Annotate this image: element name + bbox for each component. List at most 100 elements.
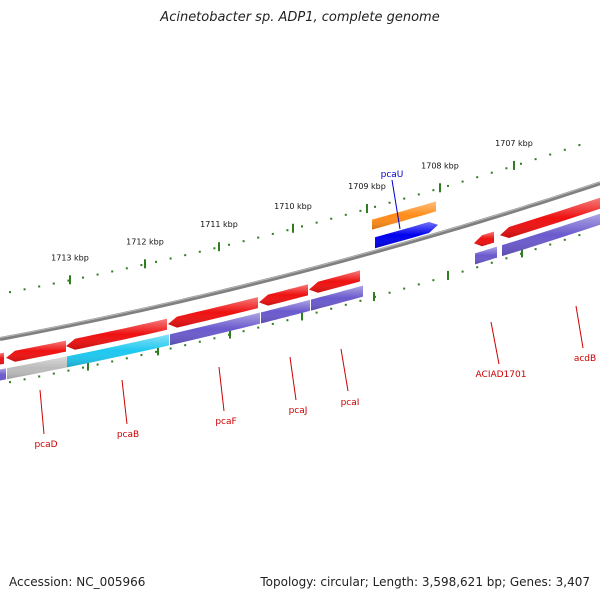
- ruler-top: [9, 144, 581, 294]
- label-pcaB: pcaB: [117, 430, 139, 440]
- ruler-top-minor-tick: [111, 270, 114, 273]
- ruler-top-minor-tick: [213, 247, 216, 250]
- ruler-top-minor-tick: [67, 279, 70, 282]
- gene-acdB-shading: [500, 197, 600, 238]
- ruler-top-minor-tick: [490, 171, 493, 174]
- ruler-bottom-minor-tick: [184, 344, 187, 347]
- ruler-top-minor-tick: [417, 193, 420, 196]
- accession-text: Accession: NC_005966: [9, 575, 146, 589]
- ruler-bottom-minor-tick: [388, 291, 391, 294]
- ruler-top-minor-tick: [359, 209, 362, 212]
- ruler-top-major-tick: [144, 259, 146, 269]
- ruler-bottom-minor-tick: [82, 366, 84, 369]
- label-pcaI: pcaI: [341, 398, 360, 408]
- ruler-label: 1713 kbp: [51, 253, 89, 262]
- leader-pcaU: [391, 179, 401, 230]
- ruler-top-minor-tick: [271, 232, 274, 235]
- ruler-bottom-minor-tick: [534, 248, 537, 251]
- ruler-bottom-minor-tick: [315, 311, 318, 314]
- ruler-top-minor-tick: [344, 213, 347, 216]
- ruler-label: 1708 kbp: [421, 161, 459, 170]
- ruler-bottom-minor-tick: [505, 257, 508, 260]
- label-pcaU: pcaU: [381, 170, 404, 180]
- cds-pcaF-shading: [170, 312, 260, 346]
- ruler-top-major-tick: [439, 183, 441, 193]
- leader-pcaD: [39, 389, 45, 435]
- leader-ACIAD1701: [490, 321, 500, 365]
- ruler-top-minor-tick: [330, 217, 333, 220]
- ruler-bottom-minor-tick: [403, 287, 406, 290]
- ruler-top-minor-tick: [169, 257, 172, 260]
- ruler-top-major-tick: [513, 160, 515, 170]
- ruler-top-minor-tick: [461, 180, 464, 183]
- ruler-top-minor-tick: [286, 229, 289, 232]
- ruler-top-major-tick: [69, 275, 71, 285]
- ruler-top-minor-tick: [23, 288, 26, 291]
- ruler-top-minor-tick: [9, 291, 11, 294]
- backbone-highlight: [0, 181, 600, 339]
- ruler-bottom-minor-tick: [417, 283, 420, 286]
- ruler-top-minor-tick: [38, 285, 41, 288]
- label-ACIAD1701: ACIAD1701: [476, 370, 527, 380]
- ruler-top-minor-tick: [505, 167, 508, 170]
- cds-ACIAD1701-shading: [475, 246, 497, 265]
- topology-text: Topology: circular; Length: 3,598,621 bp…: [260, 575, 590, 589]
- leader-pcaJ: [289, 356, 297, 401]
- ruler-top-minor-tick: [242, 240, 245, 243]
- ruler-top-minor-tick: [257, 236, 260, 239]
- cds-pcaD-shading: [0, 368, 6, 381]
- ruler-bottom-minor-tick: [155, 350, 157, 353]
- leader-pcaF: [218, 366, 225, 412]
- ruler-label: 1710 kbp: [274, 202, 312, 211]
- ruler-top-minor-tick: [374, 205, 376, 208]
- ruler-bottom-minor-tick: [344, 303, 347, 306]
- gene-pcaB-shading: [66, 318, 167, 350]
- leader-acdB: [575, 305, 584, 349]
- gene-pcaI-shading: [309, 270, 360, 293]
- feature-track: [0, 197, 600, 381]
- ruler-top-major-tick: [218, 242, 220, 252]
- ruler-bottom-minor-tick: [125, 357, 128, 360]
- ruler-bottom-minor-tick: [549, 243, 552, 246]
- ruler-top-minor-tick: [228, 243, 230, 246]
- cds-pcaD-shading: [7, 356, 67, 380]
- ruler-label: 1711 kbp: [200, 220, 238, 229]
- ruler-bottom-minor-tick: [286, 319, 289, 322]
- ruler-bottom-major-tick: [157, 346, 159, 356]
- gene-ACIAD1701-shading: [474, 231, 494, 247]
- ruler-top-minor-tick: [476, 176, 479, 179]
- ruler-bottom-minor-tick: [461, 270, 464, 273]
- ruler-bottom-major-tick: [373, 292, 375, 302]
- ruler-label: 1712 kbp: [126, 237, 164, 246]
- ruler-bottom-minor-tick: [96, 363, 99, 366]
- cds-pcaJ-shading: [261, 299, 310, 324]
- ruler-bottom-minor-tick: [38, 375, 41, 378]
- ruler-bottom-minor-tick: [140, 354, 143, 357]
- gene-pcaJ-shading: [259, 284, 308, 306]
- cds-pcaB-shading: [67, 334, 169, 368]
- ruler-top-minor-tick: [140, 264, 143, 267]
- genome-backbone: [0, 181, 600, 341]
- genome-title: Acinetobacter sp. ADP1, complete genome: [160, 10, 440, 25]
- ruler-bottom-major-tick: [521, 248, 523, 258]
- ruler-top-minor-tick: [155, 260, 157, 263]
- ruler-bottom-minor-tick: [213, 337, 216, 340]
- ruler-bottom-minor-tick: [52, 372, 55, 375]
- ruler-bottom-minor-tick: [242, 330, 245, 333]
- ruler-bottom-minor-tick: [432, 279, 435, 282]
- ruler-bottom-minor-tick: [490, 261, 493, 264]
- leader-pcaB: [121, 379, 128, 425]
- ruler-label: 1709 kbp: [348, 182, 386, 191]
- ruler-top-minor-tick: [82, 276, 84, 279]
- ruler-bottom-minor-tick: [169, 347, 172, 350]
- ruler-top-minor-tick: [52, 282, 55, 285]
- ruler-label: 1707 kbp: [495, 139, 533, 148]
- gene-pcaF-shading: [168, 297, 258, 328]
- label-acdB: acdB: [574, 354, 596, 364]
- label-pcaF: pcaF: [215, 417, 236, 427]
- cds-pcaI-shading: [311, 285, 363, 311]
- feature-labels: 1713 kbp 1712 kbp 1711 kbp 1710 kbp 1709 kbp…: [34, 139, 596, 450]
- ruler-top-minor-tick: [447, 184, 449, 187]
- cds-acdB-shading: [502, 213, 600, 257]
